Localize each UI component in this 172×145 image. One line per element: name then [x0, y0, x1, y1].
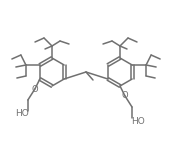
Text: HO: HO	[131, 116, 145, 126]
Text: HO: HO	[15, 109, 29, 118]
Text: O: O	[122, 91, 128, 100]
Text: O: O	[32, 85, 38, 94]
